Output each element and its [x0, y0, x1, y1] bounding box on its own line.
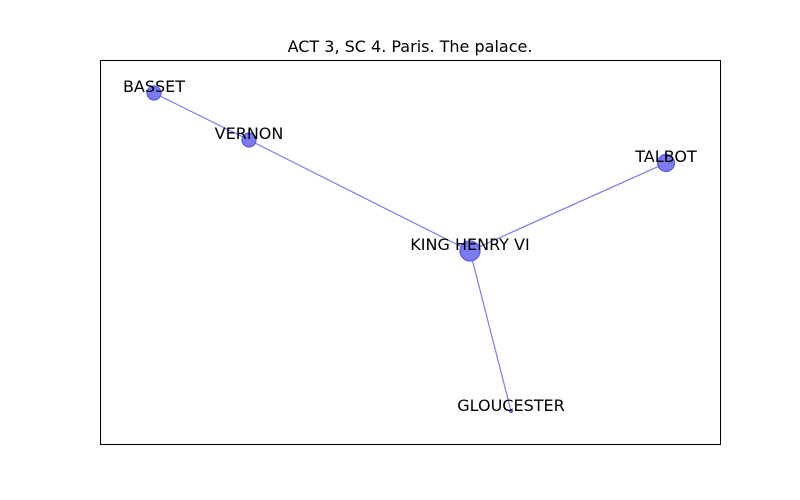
edge-vernon-king-henry-vi [248, 139, 471, 252]
node-label-talbot: TALBOT [634, 147, 697, 166]
node-label-basset: BASSET [123, 77, 185, 96]
edges-layer [153, 92, 667, 412]
node-gloucester [508, 408, 514, 414]
node-talbot [656, 153, 676, 173]
edge-king-henry-vi-talbot [469, 162, 667, 252]
edge-king-henry-vi-gloucester [469, 250, 512, 412]
node-king-henry-vi [459, 240, 481, 262]
plot-frame [100, 60, 721, 445]
node-vernon [241, 132, 257, 148]
node-basset [146, 85, 162, 101]
figure-title: ACT 3, SC 4. Paris. The palace. [288, 37, 533, 56]
node-label-king-henry-vi: KING HENRY VI [410, 235, 529, 254]
node-label-gloucester: GLOUCESTER [457, 396, 564, 415]
node-label-vernon: VERNON [215, 124, 284, 143]
labels-layer: KING HENRY VI TALBOT VERNON BASSET GLOUCESTE… [123, 77, 697, 415]
edge-basset-vernon [153, 92, 250, 141]
nodes-layer [146, 85, 676, 414]
